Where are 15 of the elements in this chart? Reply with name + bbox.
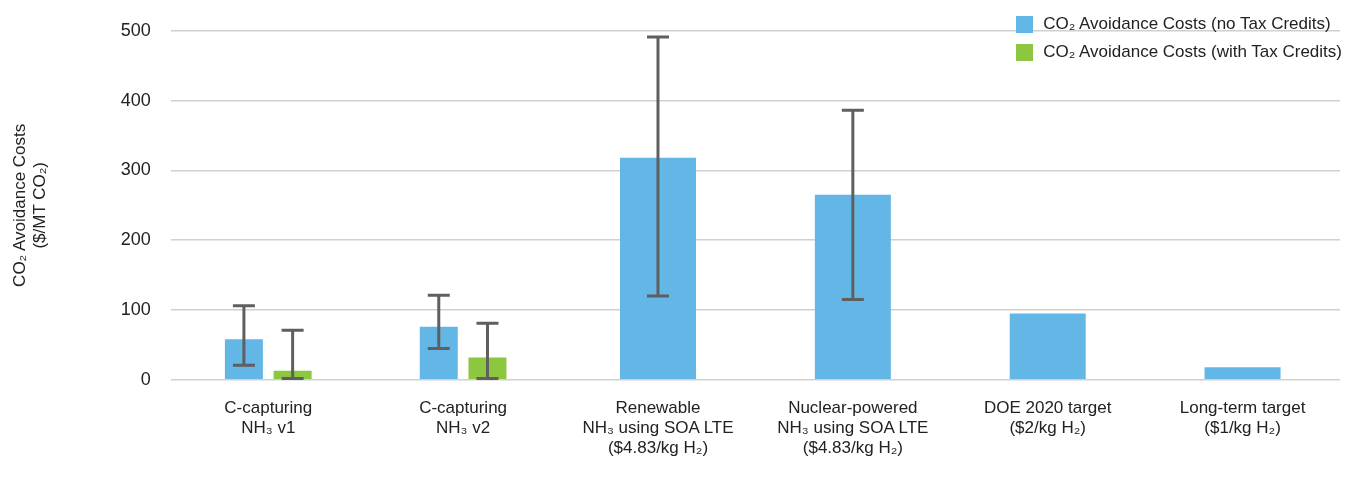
legend-label: CO₂ Avoidance Costs (no Tax Credits): [1043, 14, 1331, 34]
y-tick-label: 100: [120, 298, 151, 319]
y-tick-label: 400: [120, 89, 151, 110]
y-tick-label: 300: [120, 159, 151, 180]
x-tick-label: Nuclear-powered NH₃ using SOA LTE ($4.83/kg H₂): [777, 397, 929, 458]
y-tick-label: 0: [140, 368, 151, 389]
legend-label: CO₂ Avoidance Costs (with Tax Credits): [1043, 42, 1342, 62]
x-tick-label: C-capturing NH₃ v2: [419, 397, 508, 438]
x-tick-label: DOE 2020 target ($2/kg H₂): [983, 397, 1112, 438]
y-tick-label: 200: [120, 229, 151, 250]
x-tick-label: Long-term target ($1/kg H₂): [1179, 397, 1306, 438]
y-tick-label: 500: [120, 19, 151, 40]
x-tick-label: Renewable NH₃ using SOA LTE ($4.83/kg H₂): [582, 397, 734, 458]
x-tick-label: C-capturing NH₃ v1: [224, 397, 313, 438]
y-axis-title: CO₂ Avoidance Costs ($/MT CO₂): [9, 123, 50, 287]
